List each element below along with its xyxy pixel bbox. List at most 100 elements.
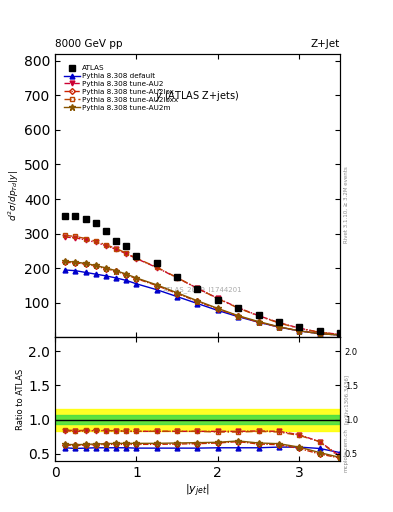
Pythia 8.308 tune-AU2lox	[175, 290, 180, 296]
Pythia 8.308 tune-AU2lox	[215, 306, 220, 312]
Legend: ATLAS, Pythia 8.308 default, Pythia 8.308 tune-AU2, Pythia 8.308 tune-AU2lox, Py: ATLAS, Pythia 8.308 default, Pythia 8.30…	[61, 63, 181, 113]
ATLAS	[215, 297, 220, 303]
Pythia 8.308 tune-AU2lox	[297, 328, 301, 334]
Pythia 8.308 tune-AU2lox	[338, 332, 342, 338]
Pythia 8.308 tune-AU2lox	[256, 319, 261, 325]
Pythia 8.308 tune-AU2	[215, 295, 220, 302]
Pythia 8.308 default	[256, 319, 261, 325]
Line: Pythia 8.308 tune-AU2m: Pythia 8.308 tune-AU2m	[62, 258, 343, 338]
Pythia 8.308 tune-AU2lox	[114, 268, 118, 274]
ATLAS	[154, 260, 159, 266]
Pythia 8.308 tune-AU2loxx	[175, 274, 180, 281]
Pythia 8.308 tune-AU2	[154, 265, 159, 271]
Pythia 8.308 default	[215, 307, 220, 313]
Text: 8000 GeV pp: 8000 GeV pp	[55, 38, 123, 49]
Pythia 8.308 tune-AU2m	[236, 313, 241, 319]
Pythia 8.308 tune-AU2loxx	[103, 242, 108, 248]
Text: ATLAS_2019_I1744201: ATLAS_2019_I1744201	[163, 286, 243, 293]
Text: mcplots.cern.ch: mcplots.cern.ch	[344, 429, 349, 473]
Pythia 8.308 tune-AU2	[94, 239, 98, 245]
Line: Pythia 8.308 tune-AU2loxx: Pythia 8.308 tune-AU2loxx	[63, 233, 342, 337]
Pythia 8.308 tune-AU2lox	[277, 324, 281, 330]
ATLAS	[256, 312, 261, 318]
Pythia 8.308 default	[63, 267, 68, 273]
Line: Pythia 8.308 tune-AU2lox: Pythia 8.308 tune-AU2lox	[63, 260, 342, 337]
Text: Z+Jet: Z+Jet	[311, 38, 340, 49]
Pythia 8.308 tune-AU2loxx	[94, 238, 98, 244]
Pythia 8.308 tune-AU2m	[154, 282, 159, 288]
Pythia 8.308 tune-AU2m	[94, 263, 98, 269]
ATLAS	[338, 330, 342, 336]
Pythia 8.308 default	[124, 278, 129, 284]
Pythia 8.308 default	[317, 331, 322, 337]
Pythia 8.308 tune-AU2	[73, 234, 78, 241]
Pythia 8.308 tune-AU2loxx	[317, 329, 322, 335]
Pythia 8.308 tune-AU2lox	[236, 313, 241, 319]
Pythia 8.308 tune-AU2	[256, 313, 261, 319]
Pythia 8.308 tune-AU2m	[215, 305, 220, 311]
Pythia 8.308 tune-AU2loxx	[256, 313, 261, 319]
Pythia 8.308 default	[338, 332, 342, 338]
Pythia 8.308 tune-AU2m	[277, 324, 281, 330]
Pythia 8.308 tune-AU2loxx	[124, 250, 129, 256]
Pythia 8.308 default	[175, 293, 180, 300]
Pythia 8.308 tune-AU2lox	[317, 331, 322, 337]
ATLAS	[94, 220, 98, 226]
Pythia 8.308 tune-AU2	[277, 319, 281, 326]
Pythia 8.308 tune-AU2	[83, 237, 88, 243]
Pythia 8.308 tune-AU2	[338, 331, 342, 337]
Pythia 8.308 tune-AU2loxx	[63, 232, 68, 239]
Pythia 8.308 tune-AU2loxx	[277, 320, 281, 326]
ATLAS	[63, 212, 68, 219]
ATLAS	[297, 324, 301, 330]
ATLAS	[124, 243, 129, 249]
Pythia 8.308 tune-AU2m	[338, 332, 342, 338]
Pythia 8.308 default	[236, 314, 241, 320]
Pythia 8.308 default	[154, 287, 159, 293]
Pythia 8.308 tune-AU2	[134, 255, 139, 262]
Pythia 8.308 tune-AU2m	[175, 290, 180, 296]
Line: Pythia 8.308 tune-AU2: Pythia 8.308 tune-AU2	[63, 234, 342, 337]
Pythia 8.308 tune-AU2lox	[154, 283, 159, 289]
Pythia 8.308 tune-AU2m	[297, 328, 301, 334]
Pythia 8.308 tune-AU2m	[83, 260, 88, 266]
Pythia 8.308 tune-AU2	[114, 246, 118, 252]
Text: [arXiv:1306.3436]: [arXiv:1306.3436]	[344, 374, 349, 424]
ATLAS	[195, 286, 200, 292]
Pythia 8.308 default	[103, 273, 108, 279]
ATLAS	[317, 328, 322, 334]
Pythia 8.308 tune-AU2	[124, 251, 129, 257]
Pythia 8.308 tune-AU2m	[317, 331, 322, 337]
Pythia 8.308 tune-AU2loxx	[114, 245, 118, 251]
Text: $\hat{y}$ (ATLAS Z+jets): $\hat{y}$ (ATLAS Z+jets)	[155, 88, 240, 104]
Text: Rivet 3.1.10, ≥ 3.2M events: Rivet 3.1.10, ≥ 3.2M events	[344, 166, 349, 243]
Pythia 8.308 default	[73, 268, 78, 274]
ATLAS	[83, 216, 88, 222]
Pythia 8.308 tune-AU2m	[134, 275, 139, 281]
Pythia 8.308 tune-AU2loxx	[134, 255, 139, 261]
ATLAS	[236, 305, 241, 311]
ATLAS	[103, 228, 108, 234]
Pythia 8.308 tune-AU2loxx	[73, 233, 78, 240]
Pythia 8.308 tune-AU2	[297, 325, 301, 331]
ATLAS	[134, 253, 139, 259]
Pythia 8.308 tune-AU2lox	[94, 263, 98, 269]
Pythia 8.308 tune-AU2m	[63, 258, 68, 264]
Pythia 8.308 tune-AU2	[63, 234, 68, 240]
Pythia 8.308 tune-AU2m	[195, 297, 200, 304]
Pythia 8.308 tune-AU2	[175, 275, 180, 281]
Pythia 8.308 tune-AU2m	[256, 318, 261, 325]
Pythia 8.308 tune-AU2lox	[134, 275, 139, 282]
Pythia 8.308 tune-AU2m	[124, 271, 129, 277]
Pythia 8.308 tune-AU2lox	[124, 272, 129, 278]
ATLAS	[277, 319, 281, 325]
Pythia 8.308 default	[134, 281, 139, 287]
Pythia 8.308 tune-AU2loxx	[195, 285, 200, 291]
Pythia 8.308 tune-AU2	[103, 243, 108, 249]
Pythia 8.308 tune-AU2lox	[73, 260, 78, 266]
Line: Pythia 8.308 default: Pythia 8.308 default	[63, 268, 342, 337]
Pythia 8.308 tune-AU2lox	[195, 298, 200, 305]
Pythia 8.308 default	[277, 324, 281, 330]
Pythia 8.308 tune-AU2loxx	[236, 305, 241, 311]
Pythia 8.308 default	[195, 301, 200, 307]
